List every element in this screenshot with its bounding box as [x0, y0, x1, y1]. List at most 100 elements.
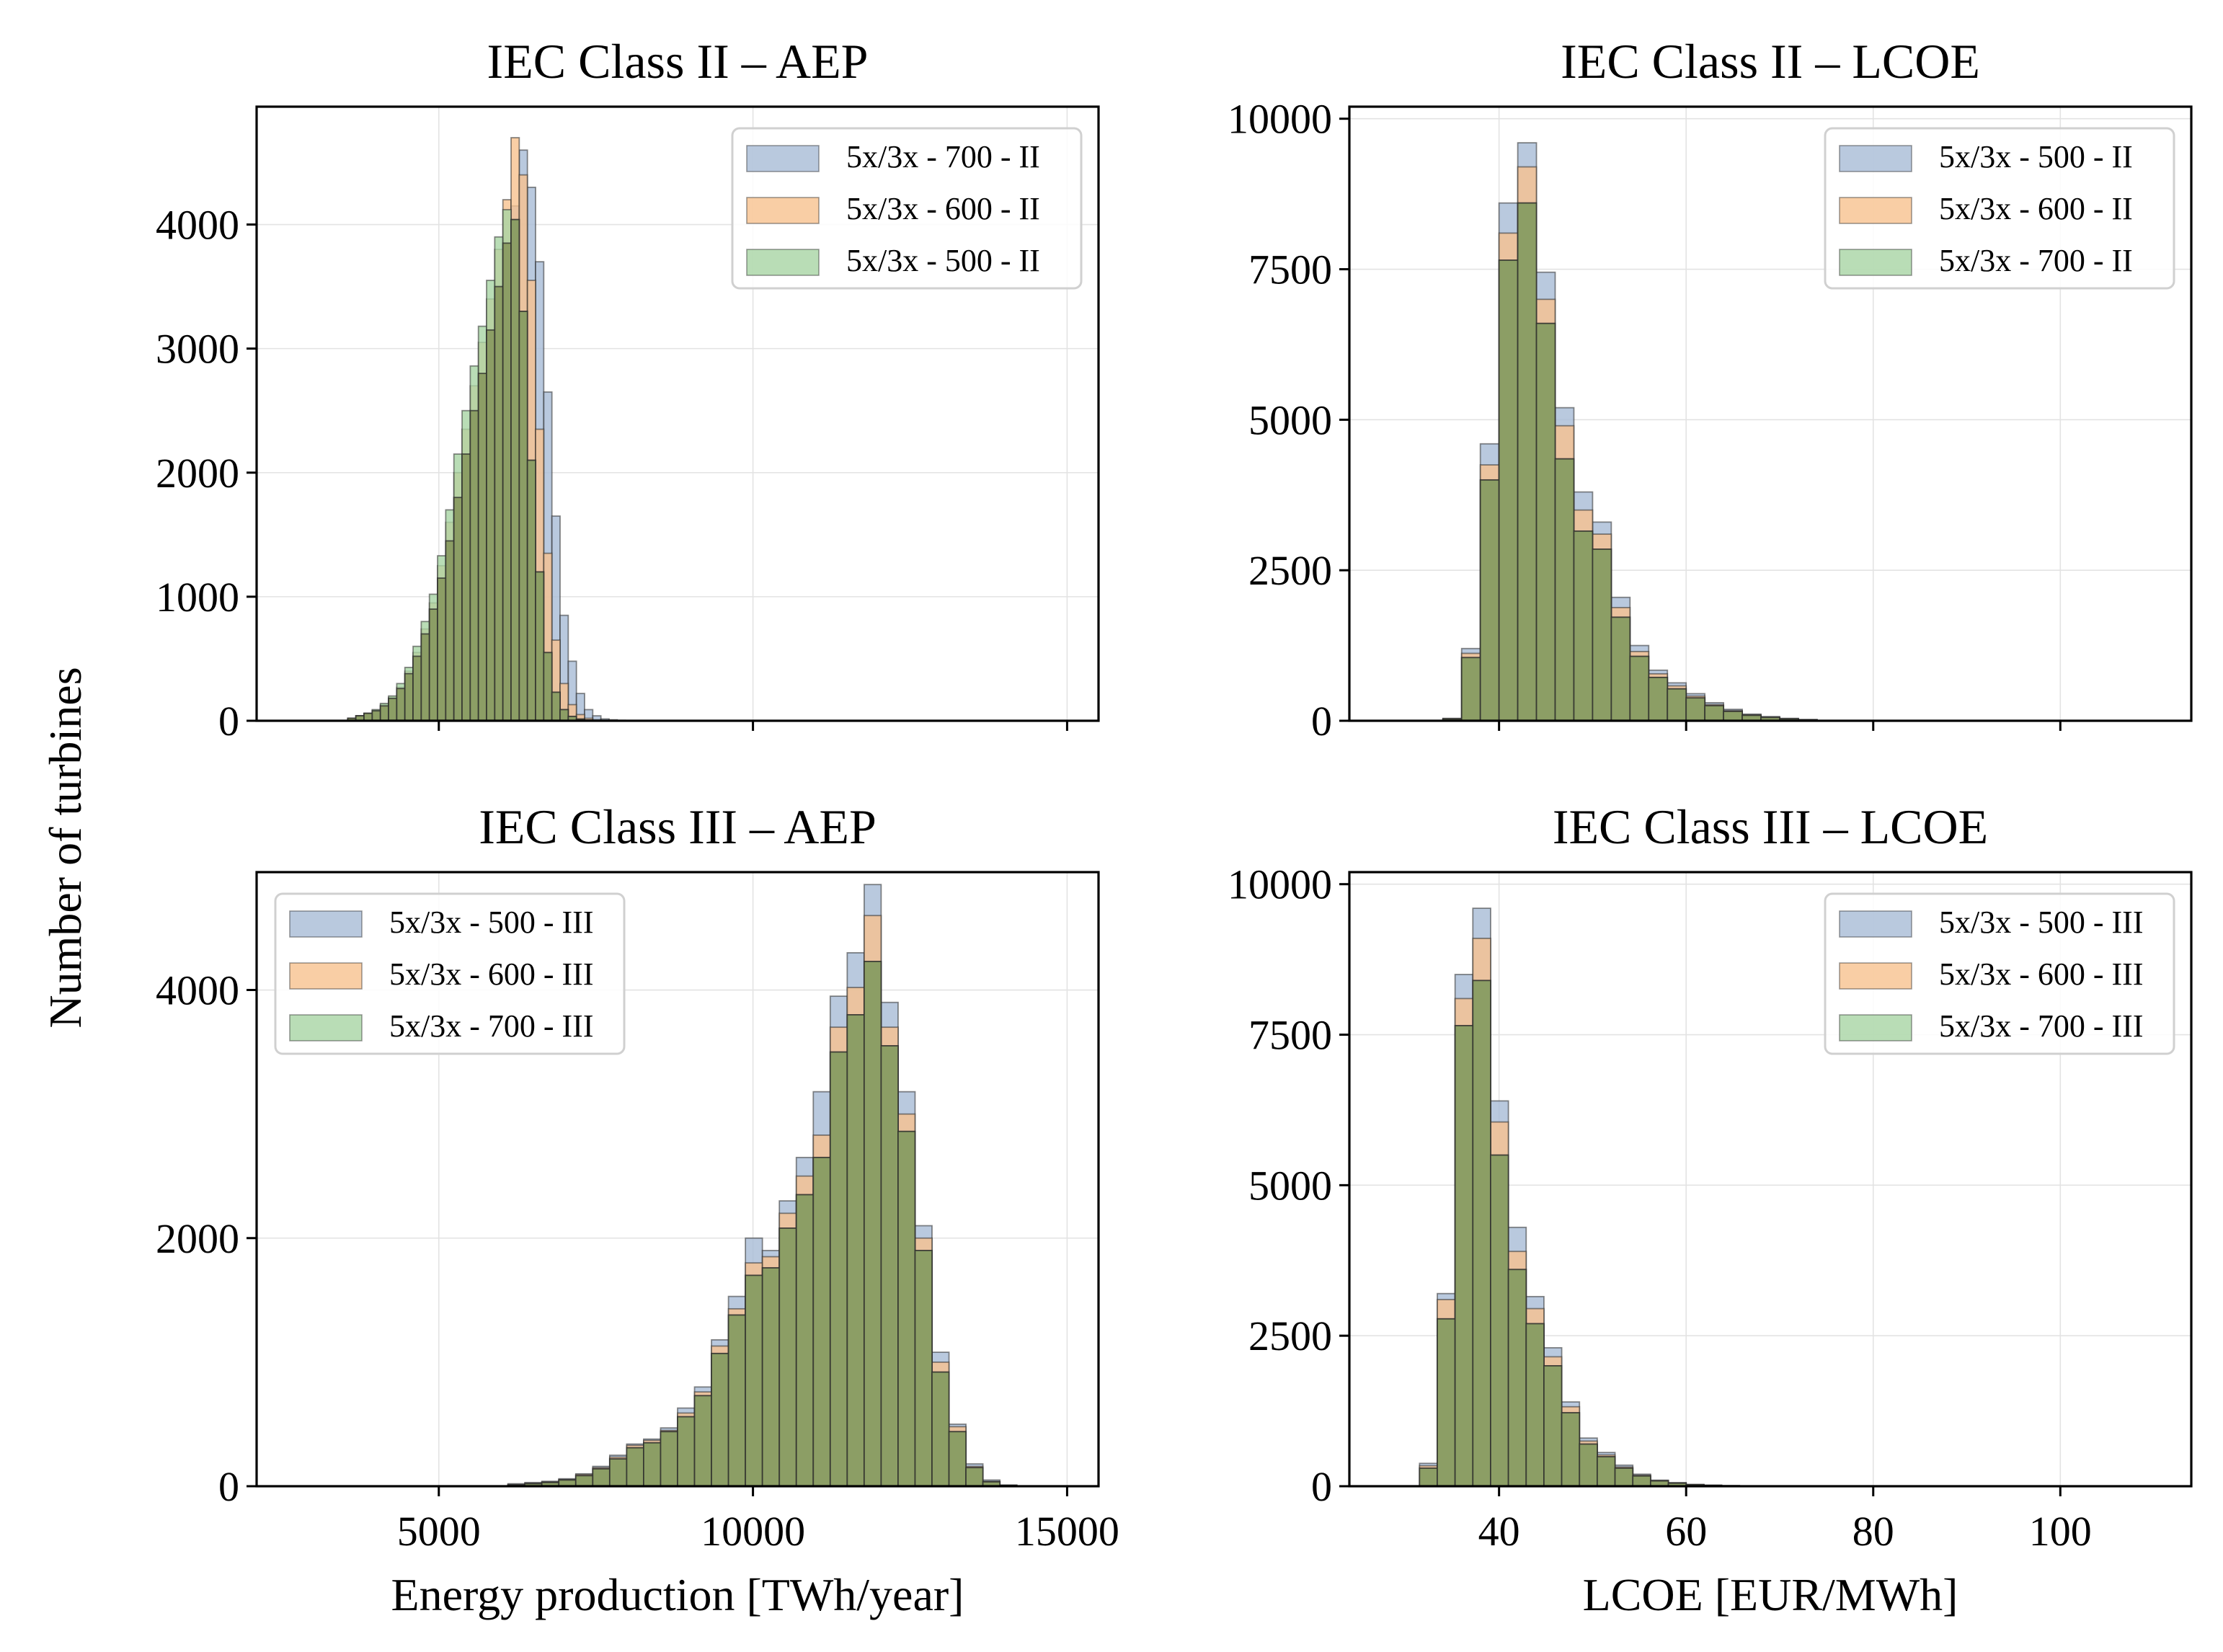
bar-overlap — [898, 1132, 915, 1486]
bar-overlap — [763, 1268, 780, 1486]
x-tick-label: 15000 — [1015, 1508, 1119, 1555]
bars — [1419, 908, 1775, 1486]
bar-overlap — [1537, 324, 1556, 721]
bar-overlap — [1491, 1155, 1509, 1486]
bar-overlap — [864, 962, 882, 1486]
x-tick-label: 60 — [1665, 1508, 1707, 1555]
bar-overlap — [1562, 1413, 1580, 1486]
legend-label: 5x/3x - 500 - III — [389, 905, 594, 940]
bar-overlap — [1592, 549, 1611, 721]
legend-swatch-green — [747, 249, 819, 275]
bar-overlap — [1481, 480, 1499, 721]
bar-overlap — [405, 674, 413, 721]
bar-overlap — [445, 541, 453, 721]
bar-overlap — [1630, 657, 1649, 721]
histogram-figure: Number of turbines 0 1000 2000 3000 4000 IEC … — [0, 0, 2223, 1652]
bar-overlap — [1455, 1026, 1473, 1486]
bar-overlap — [1437, 1319, 1455, 1486]
legend-label: 5x/3x - 600 - III — [1939, 956, 2144, 992]
x-axis-label: Energy production [TWh/year] — [391, 1569, 964, 1620]
bar-overlap — [576, 1475, 593, 1486]
legend-swatch-blue — [1840, 911, 1912, 937]
y-tick-label: 7500 — [1248, 1012, 1332, 1059]
bar-overlap — [966, 1467, 983, 1486]
bar-overlap — [413, 656, 421, 721]
legend-label: 5x/3x - 600 - III — [389, 956, 594, 992]
bar-overlap — [797, 1195, 814, 1486]
bar-overlap — [1574, 531, 1592, 721]
panel-p4: 40 60 80 100 0 2500 5000 7500 10000 IEC Class III… — [1228, 799, 2191, 1620]
bar-overlap — [462, 454, 470, 721]
legend: 5x/3x - 500 - III 5x/3x - 600 - III 5x/3x … — [275, 894, 624, 1054]
panel-title: IEC Class III – LCOE — [1553, 799, 1988, 854]
panel-title: IEC Class III – AEP — [479, 799, 877, 854]
y-tick-label: 10000 — [1228, 861, 1332, 908]
bar-overlap — [1705, 706, 1723, 721]
y-tick-label: 0 — [218, 698, 239, 745]
y-tick-label: 5000 — [1248, 396, 1332, 443]
bar-overlap — [644, 1443, 661, 1486]
bar-overlap — [1579, 1444, 1597, 1486]
x-tick-label: 10000 — [701, 1508, 805, 1555]
bar-overlap — [519, 311, 527, 721]
bar-overlap — [830, 1052, 848, 1486]
legend-swatch-blue — [290, 911, 362, 937]
y-tick-label: 2500 — [1248, 547, 1332, 594]
legend-label: 5x/3x - 700 - III — [1939, 1008, 2144, 1044]
bar-overlap — [1649, 678, 1667, 721]
x-tick-label: 40 — [1478, 1508, 1520, 1555]
x-tick-label: 80 — [1852, 1508, 1894, 1555]
legend-label: 5x/3x - 700 - II — [1939, 243, 2133, 278]
legend-label: 5x/3x - 600 - II — [846, 191, 1040, 226]
bar-overlap — [396, 688, 404, 721]
bar-overlap — [1615, 1468, 1633, 1486]
legend-label: 5x/3x - 700 - III — [389, 1008, 594, 1044]
bar-overlap — [779, 1228, 797, 1486]
bar-overlap — [932, 1372, 949, 1486]
bar-overlap — [1544, 1366, 1562, 1486]
bar-overlap — [487, 330, 494, 721]
bar-overlap — [847, 1015, 864, 1486]
bar-overlap — [626, 1448, 644, 1486]
bar-overlap — [915, 1251, 932, 1486]
panel-title: IEC Class II – AEP — [487, 34, 869, 89]
bar-overlap — [1633, 1476, 1651, 1486]
legend-swatch-orange — [1840, 963, 1912, 989]
legend-swatch-green — [1840, 1015, 1912, 1041]
y-tick-label: 7500 — [1248, 247, 1332, 293]
panel-p1: 0 1000 2000 3000 4000 IEC Class II – AEP 5x/3x… — [156, 34, 1099, 745]
x-tick-label: 100 — [2029, 1508, 2092, 1555]
bar-overlap — [1473, 980, 1491, 1486]
bar-overlap — [711, 1354, 729, 1486]
panel-p3: 5000 10000 15000 0 2000 4000 IEC Class III – A… — [156, 799, 1119, 1620]
bar-overlap — [660, 1431, 678, 1486]
y-tick-label: 3000 — [156, 326, 239, 373]
legend-swatch-orange — [290, 963, 362, 989]
legend-swatch-blue — [1840, 146, 1912, 172]
x-tick-label: 5000 — [397, 1508, 481, 1555]
bar-overlap — [552, 692, 560, 721]
y-axis-label: Number of turbines — [40, 667, 91, 1028]
legend: 5x/3x - 500 - II5x/3x - 600 - II5x/3x - … — [1825, 128, 2174, 288]
bars — [1443, 143, 1817, 721]
bar-overlap — [1686, 698, 1705, 721]
bar-overlap — [438, 578, 445, 721]
bar-overlap — [494, 287, 502, 721]
legend-swatch-blue — [747, 146, 819, 172]
bar-overlap — [695, 1395, 712, 1486]
y-tick-label: 2000 — [156, 450, 239, 497]
bar-overlap — [1509, 1269, 1527, 1486]
bar-overlap — [430, 609, 438, 721]
bar-overlap — [1419, 1468, 1437, 1486]
bar-overlap — [543, 652, 551, 721]
panel-title: IEC Class II – LCOE — [1561, 34, 1980, 89]
y-tick-label: 10000 — [1228, 96, 1332, 143]
bar-overlap — [372, 711, 380, 721]
y-tick-label: 1000 — [156, 574, 239, 621]
bar-overlap — [813, 1158, 830, 1486]
y-tick-label: 4000 — [156, 202, 239, 249]
bar-overlap — [678, 1417, 695, 1486]
bar-overlap — [1526, 1323, 1544, 1486]
legend-label: 5x/3x - 500 - III — [1939, 905, 2144, 940]
bar-overlap — [1462, 657, 1481, 721]
